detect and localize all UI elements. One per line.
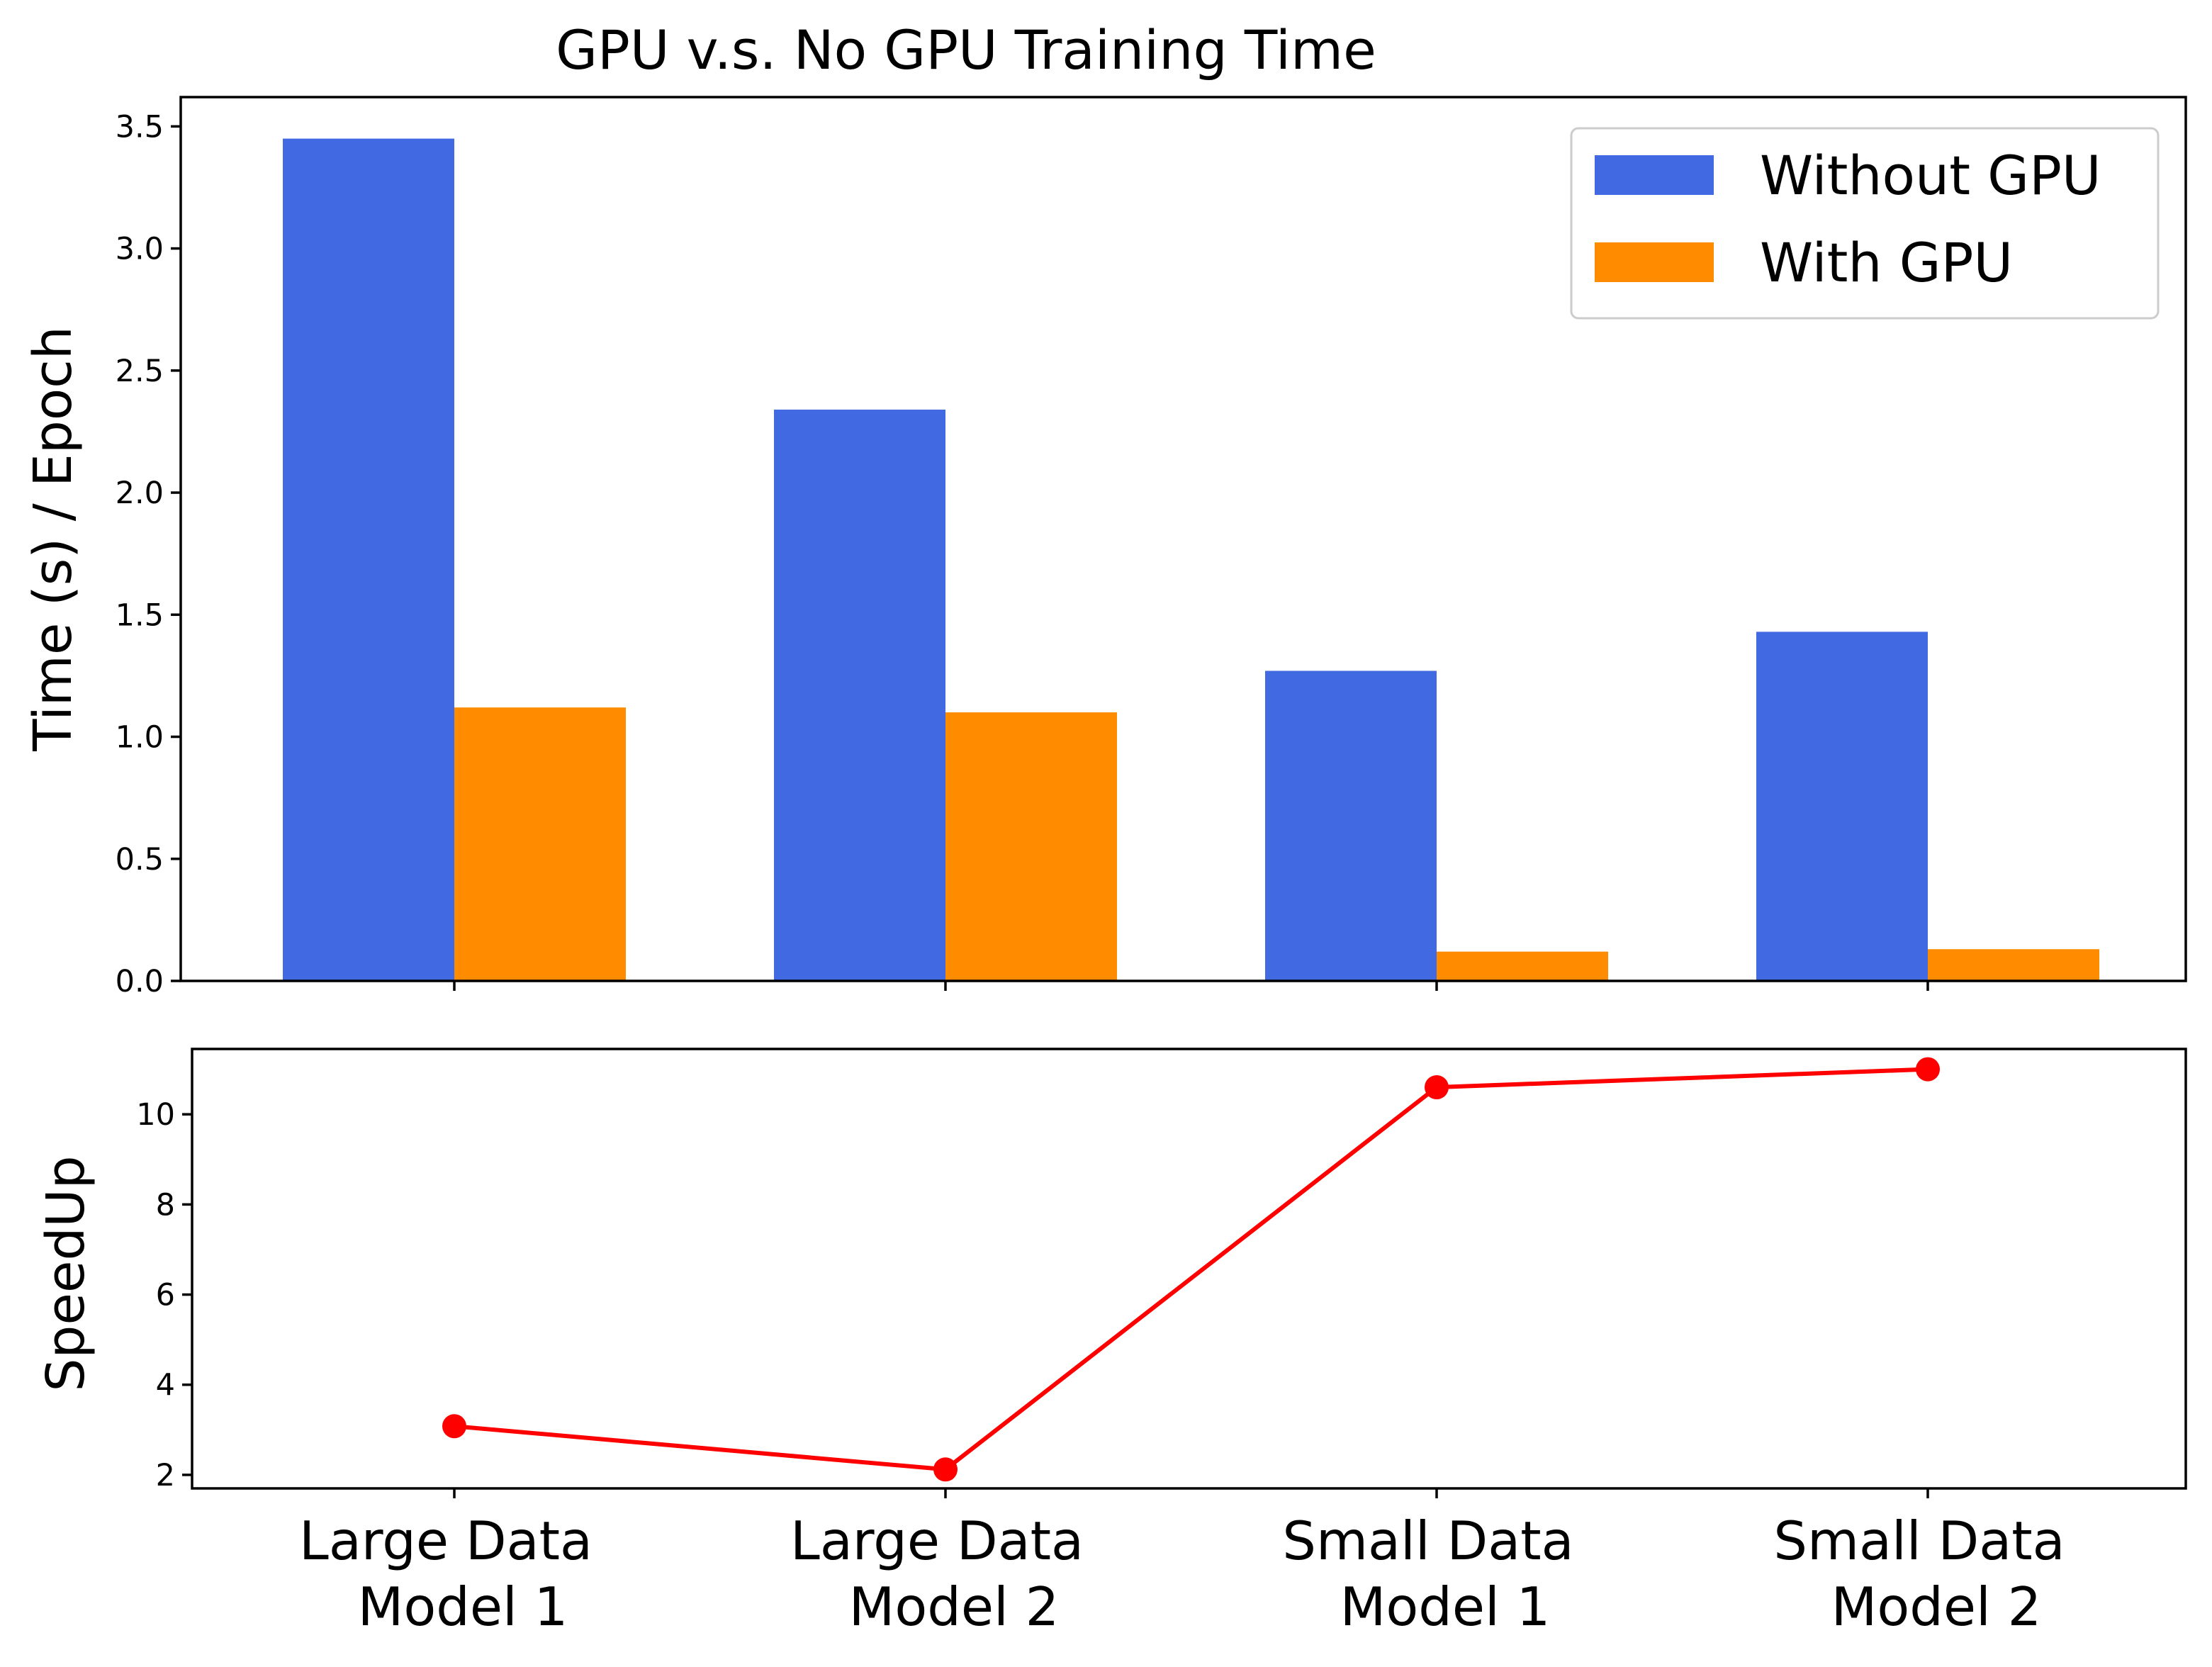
legend-swatch-1	[1595, 155, 1714, 195]
speedup-line	[454, 1067, 1929, 1472]
chart-title: GPU v.s. No GPU Training Time	[556, 18, 1376, 82]
line-y-tick-label: 4	[156, 1368, 175, 1403]
x-category-label-4: Small Data Model 2	[1773, 1510, 2065, 1638]
legend-swatch-2	[1595, 242, 1714, 282]
x-category-label-2: Large Data Model 2	[790, 1510, 1084, 1638]
bar-with-gpu-4	[1928, 949, 2099, 981]
bar-y-tick-label: 0.5	[116, 842, 164, 877]
legend-label-1: Without GPU	[1760, 144, 2101, 207]
line-plot-area: 2 4 6 8 10	[136, 1057, 1940, 1498]
line-y-tick-label: 10	[136, 1097, 175, 1133]
bar-y-tick-label: 3.0	[116, 232, 164, 267]
bar-y-tick-label: 2.0	[116, 476, 164, 511]
bar-with-gpu-3	[1437, 951, 1608, 981]
bar-y-tick-label: 0.0	[116, 964, 164, 999]
bar-without-gpu-4	[1756, 632, 1928, 981]
bar-plot-area: 0.0 0.5 1.0 1.5 2.0 2.5 3.0 3.5	[116, 109, 2099, 999]
bar-plot-frame	[179, 96, 2187, 982]
bar-y-tick-label: 1.0	[116, 720, 164, 756]
bar-without-gpu-3	[1265, 670, 1437, 981]
speedup-point-2	[933, 1457, 958, 1482]
line-plot-frame	[191, 1048, 2187, 1490]
x-category-label-1: Large Data Model 1	[299, 1510, 593, 1638]
bar-with-gpu-1	[454, 707, 626, 981]
bar-with-gpu-2	[945, 712, 1117, 981]
bar-without-gpu-2	[774, 409, 945, 981]
line-y-tick-label: 6	[156, 1278, 175, 1313]
bar-y-tick-label: 3.5	[116, 109, 164, 145]
bar-without-gpu-1	[283, 138, 454, 981]
line-y-tick-label: 8	[156, 1187, 175, 1223]
legend: Without GPU With GPU	[1570, 127, 2160, 320]
speedup-point-1	[442, 1414, 466, 1439]
bar-y-axis-label: Time (s) / Epoch	[23, 326, 84, 751]
legend-box	[1570, 127, 2160, 320]
x-category-label-3: Small Data Model 1	[1282, 1510, 1573, 1638]
x-category-labels: Large Data Model 1 Large Data Model 2 Small …	[299, 1510, 2065, 1638]
speedup-point-3	[1425, 1075, 1449, 1100]
bar-y-tick-label: 2.5	[116, 354, 164, 389]
speedup-point-4	[1916, 1057, 1940, 1082]
line-y-tick-label: 2	[156, 1458, 175, 1493]
bar-chart: GPU v.s. No GPU Training Time 0.0 0.5 1.0 1…	[23, 18, 2187, 999]
bar-y-tick-label: 1.5	[116, 597, 164, 633]
line-y-axis-label: SpeedUp	[35, 1155, 96, 1391]
legend-label-2: With GPU	[1760, 231, 2013, 294]
